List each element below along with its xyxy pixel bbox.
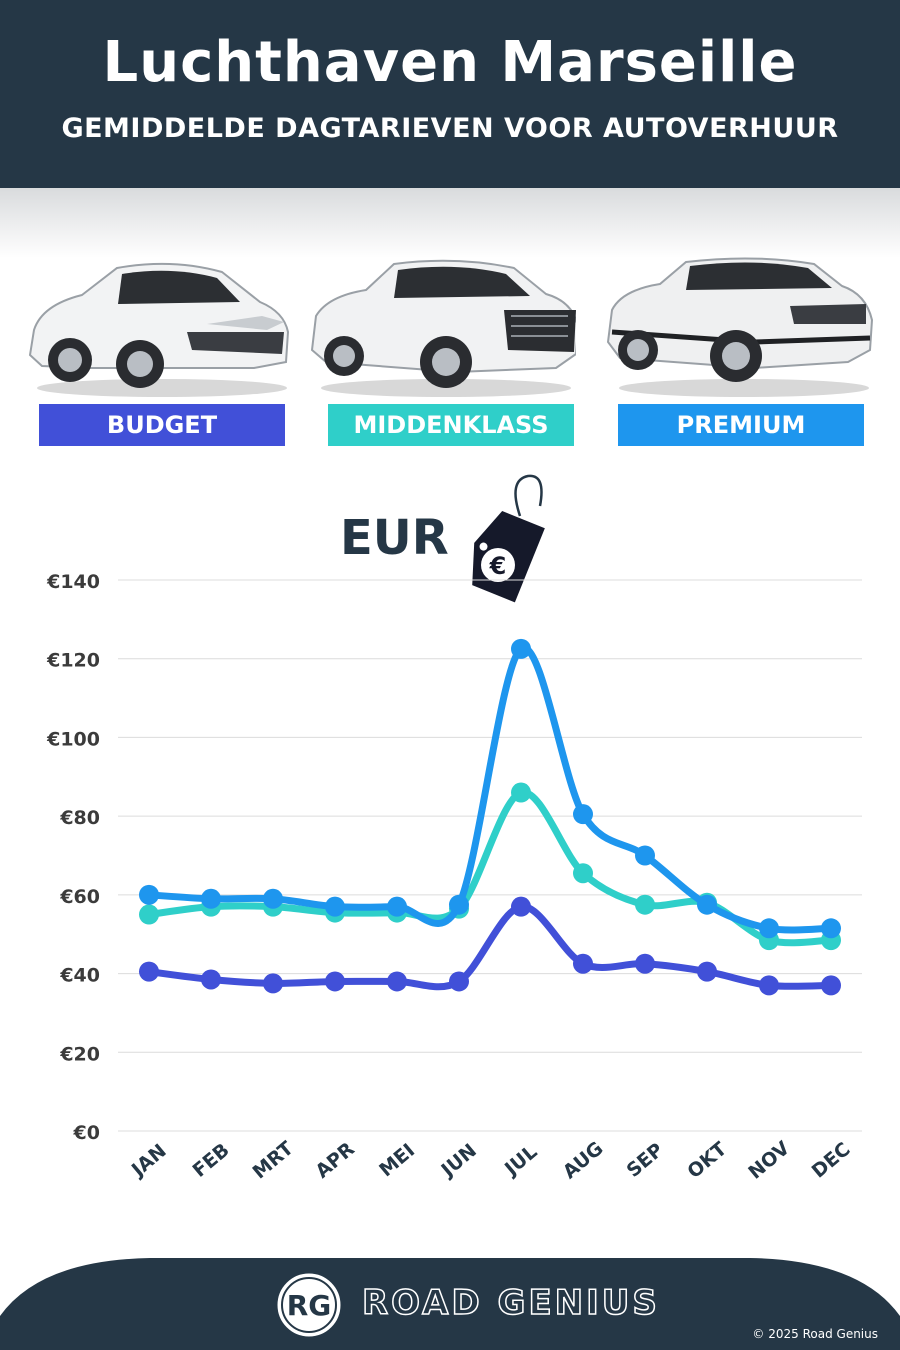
data-point-budget — [449, 971, 469, 992]
y-tick-label: €140 — [46, 571, 100, 593]
y-tick-label: €20 — [59, 1043, 100, 1065]
data-point-budget — [263, 973, 283, 994]
data-point-premium — [511, 638, 531, 659]
copyright-text: © 2025 Road Genius — [752, 1327, 878, 1341]
series-line-premium — [145, 644, 835, 934]
data-point-budget — [387, 971, 407, 992]
data-point-premium — [139, 884, 159, 905]
road-genius-logo: RG — [274, 1270, 344, 1340]
category-label-premium: PREMIUM — [618, 404, 864, 446]
data-point-budget — [821, 975, 841, 996]
header-shadow — [0, 188, 900, 258]
data-point-middenklass — [573, 863, 593, 884]
data-point-budget — [635, 953, 655, 974]
midsize-car-image — [306, 250, 576, 400]
x-tick-label: AUG — [559, 1137, 608, 1183]
category-label-midsize: MIDDENKLASS — [328, 404, 574, 446]
data-point-premium — [325, 896, 345, 917]
x-tick-label: APR — [312, 1138, 360, 1183]
x-tick-label: SEP — [623, 1139, 668, 1182]
data-point-middenklass — [139, 904, 159, 925]
data-point-middenklass — [511, 782, 531, 803]
premium-car-image — [604, 250, 874, 400]
brand-name: ROAD GENIUS — [361, 1282, 660, 1324]
data-point-budget — [573, 953, 593, 974]
data-point-premium — [449, 894, 469, 915]
category-label-budget: BUDGET — [39, 404, 285, 446]
data-point-budget — [139, 961, 159, 982]
budget-car-image — [22, 250, 292, 400]
data-point-budget — [325, 971, 345, 992]
x-tick-label: MRT — [249, 1137, 298, 1183]
x-tick-label: JAN — [126, 1140, 171, 1182]
y-tick-label: €80 — [59, 807, 100, 829]
data-point-premium — [387, 896, 407, 917]
euro-symbol: € — [489, 552, 507, 580]
data-point-premium — [573, 804, 593, 825]
currency-label: EUR — [340, 510, 449, 566]
y-tick-label: €100 — [46, 728, 100, 750]
series-line-middenklass — [145, 789, 835, 947]
y-tick-label: €120 — [46, 650, 100, 672]
logo-monogram: RG — [287, 1289, 332, 1322]
x-tick-label: NOV — [744, 1137, 794, 1184]
data-point-budget — [759, 975, 779, 996]
x-tick-label: JUN — [436, 1140, 481, 1183]
data-point-budget — [511, 896, 531, 917]
page-subtitle: GEMIDDELDE DAGTARIEVEN VOOR AUTOVERHUUR — [61, 113, 839, 144]
data-point-premium — [697, 894, 717, 915]
footer-banner — [0, 1258, 900, 1350]
header-banner: Luchthaven Marseille GEMIDDELDE DAGTARIE… — [0, 0, 900, 188]
x-tick-label: DEC — [808, 1138, 855, 1182]
x-tick-label: MEI — [375, 1139, 419, 1181]
data-point-premium — [821, 918, 841, 939]
x-tick-label: FEB — [189, 1139, 234, 1182]
data-point-premium — [201, 888, 221, 909]
x-tick-label: OKT — [683, 1138, 731, 1183]
y-tick-label: €40 — [59, 965, 100, 987]
line-chart: €0 €20 €40 €60 €80 €100 €120 €140 JAN FEB MRT APR ME… — [46, 571, 862, 1184]
data-point-budget — [201, 969, 221, 990]
x-tick-label: JUL — [499, 1141, 541, 1181]
y-tick-label: €60 — [59, 886, 100, 908]
data-point-budget — [697, 961, 717, 982]
data-point-premium — [635, 845, 655, 866]
y-tick-label: €0 — [73, 1122, 100, 1144]
page-title: Luchthaven Marseille — [102, 30, 798, 95]
data-point-premium — [759, 918, 779, 939]
data-point-middenklass — [635, 894, 655, 915]
data-point-premium — [263, 888, 283, 909]
